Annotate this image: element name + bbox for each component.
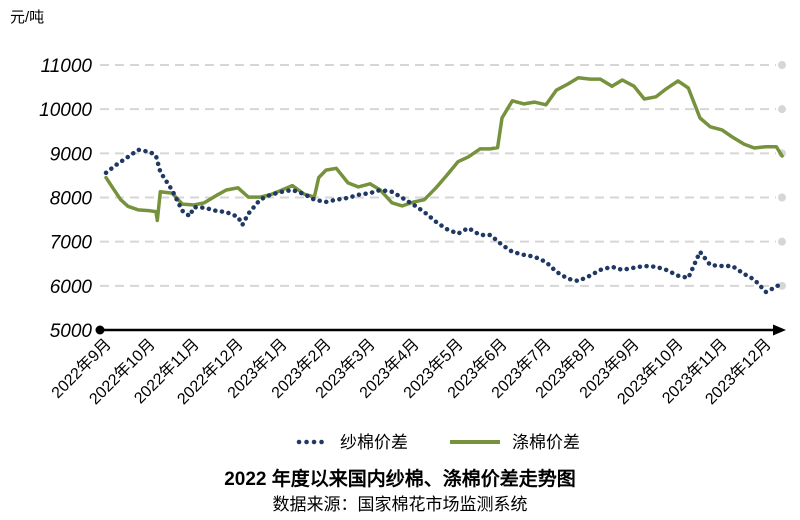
- series-lines: [103, 76, 785, 295]
- chart-title: 2022 年度以来国内纱棉、涤棉价差走势图: [224, 467, 576, 490]
- y-tick-labels: 5000 6000 7000 8000 9000 10000 11000: [39, 56, 92, 342]
- gridlines: [100, 61, 786, 290]
- legend-label: 涤棉价差: [512, 433, 580, 452]
- y-tick-label: 10000: [39, 100, 92, 121]
- chart-source-note: 数据来源：国家棉花市场监测系统: [273, 495, 528, 514]
- y-tick-label: 6000: [50, 277, 93, 298]
- x-tick-labels: 2022年9月2022年10月2022年11月2022年12月2023年1月20…: [48, 335, 775, 408]
- legend-label: 纱棉价差: [340, 433, 408, 452]
- legend-item-yarn-cotton-spread: 纱棉价差: [296, 433, 408, 452]
- polyester-cotton-spread-line: [104, 76, 784, 223]
- x-axis-arrow-icon: [773, 324, 786, 336]
- y-tick-label: 7000: [50, 233, 93, 254]
- x-axis-origin-dot: [95, 325, 105, 335]
- y-tick-label: 11000: [41, 56, 93, 77]
- y-axis-unit-label: 元/吨: [10, 9, 44, 26]
- y-tick-label: 5000: [50, 321, 93, 342]
- gridline-end-dot: [778, 193, 786, 202]
- legend-item-polyester-cotton-spread: 涤棉价差: [450, 433, 580, 452]
- y-tick-label: 8000: [50, 189, 93, 210]
- y-tick-label: 9000: [50, 144, 93, 165]
- gridline-end-dot: [778, 281, 786, 290]
- x-axis: [95, 324, 786, 336]
- yarn-cotton-spread-line: [103, 147, 785, 295]
- gridline-end-dot: [778, 237, 786, 246]
- gridline-end-dot: [778, 61, 786, 69]
- legend: 纱棉价差 涤棉价差: [296, 433, 580, 452]
- gridline-end-dot: [778, 105, 786, 114]
